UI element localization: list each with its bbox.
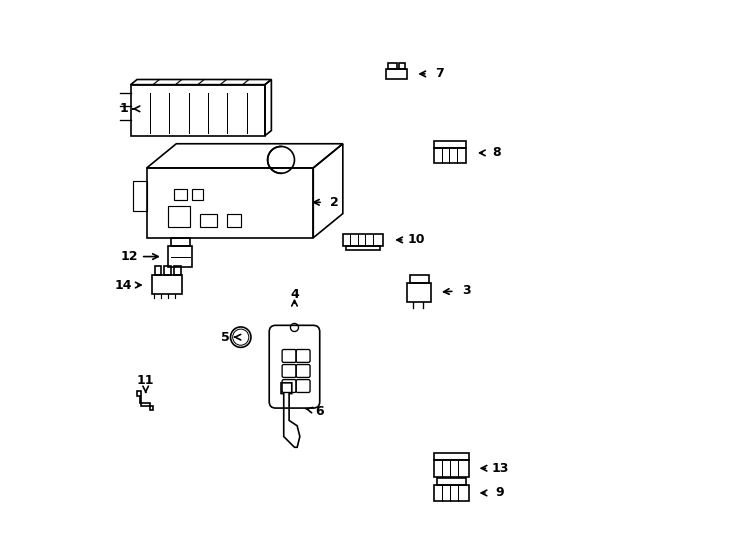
- Bar: [407, 284, 432, 302]
- Text: 14: 14: [115, 279, 132, 292]
- Bar: [346, 246, 380, 250]
- Bar: [168, 246, 192, 267]
- Text: 2: 2: [330, 196, 339, 209]
- Bar: [192, 190, 203, 200]
- Bar: [388, 63, 396, 69]
- Text: 5: 5: [222, 330, 230, 343]
- Text: 1: 1: [120, 103, 128, 116]
- Text: 10: 10: [407, 233, 425, 246]
- Bar: [343, 234, 383, 246]
- Bar: [200, 214, 217, 227]
- Bar: [174, 266, 181, 275]
- Text: 11: 11: [137, 374, 154, 387]
- Bar: [434, 453, 469, 460]
- Text: 3: 3: [462, 284, 470, 297]
- Bar: [386, 69, 407, 79]
- Bar: [174, 190, 187, 200]
- Bar: [164, 266, 171, 275]
- Text: 8: 8: [493, 146, 501, 159]
- Bar: [434, 147, 466, 163]
- Bar: [152, 275, 181, 294]
- Bar: [134, 181, 147, 211]
- Bar: [168, 206, 189, 227]
- Text: 12: 12: [120, 250, 138, 263]
- Bar: [399, 63, 404, 69]
- Text: 4: 4: [290, 288, 299, 301]
- Bar: [434, 485, 469, 501]
- Bar: [434, 141, 466, 147]
- Bar: [410, 275, 429, 284]
- Bar: [155, 266, 161, 275]
- Text: 9: 9: [495, 487, 504, 500]
- Text: 13: 13: [492, 462, 509, 475]
- Text: 6: 6: [316, 406, 324, 419]
- Bar: [434, 460, 469, 477]
- Bar: [171, 238, 189, 246]
- Bar: [437, 478, 466, 485]
- Text: 7: 7: [435, 68, 444, 80]
- Bar: [228, 214, 241, 227]
